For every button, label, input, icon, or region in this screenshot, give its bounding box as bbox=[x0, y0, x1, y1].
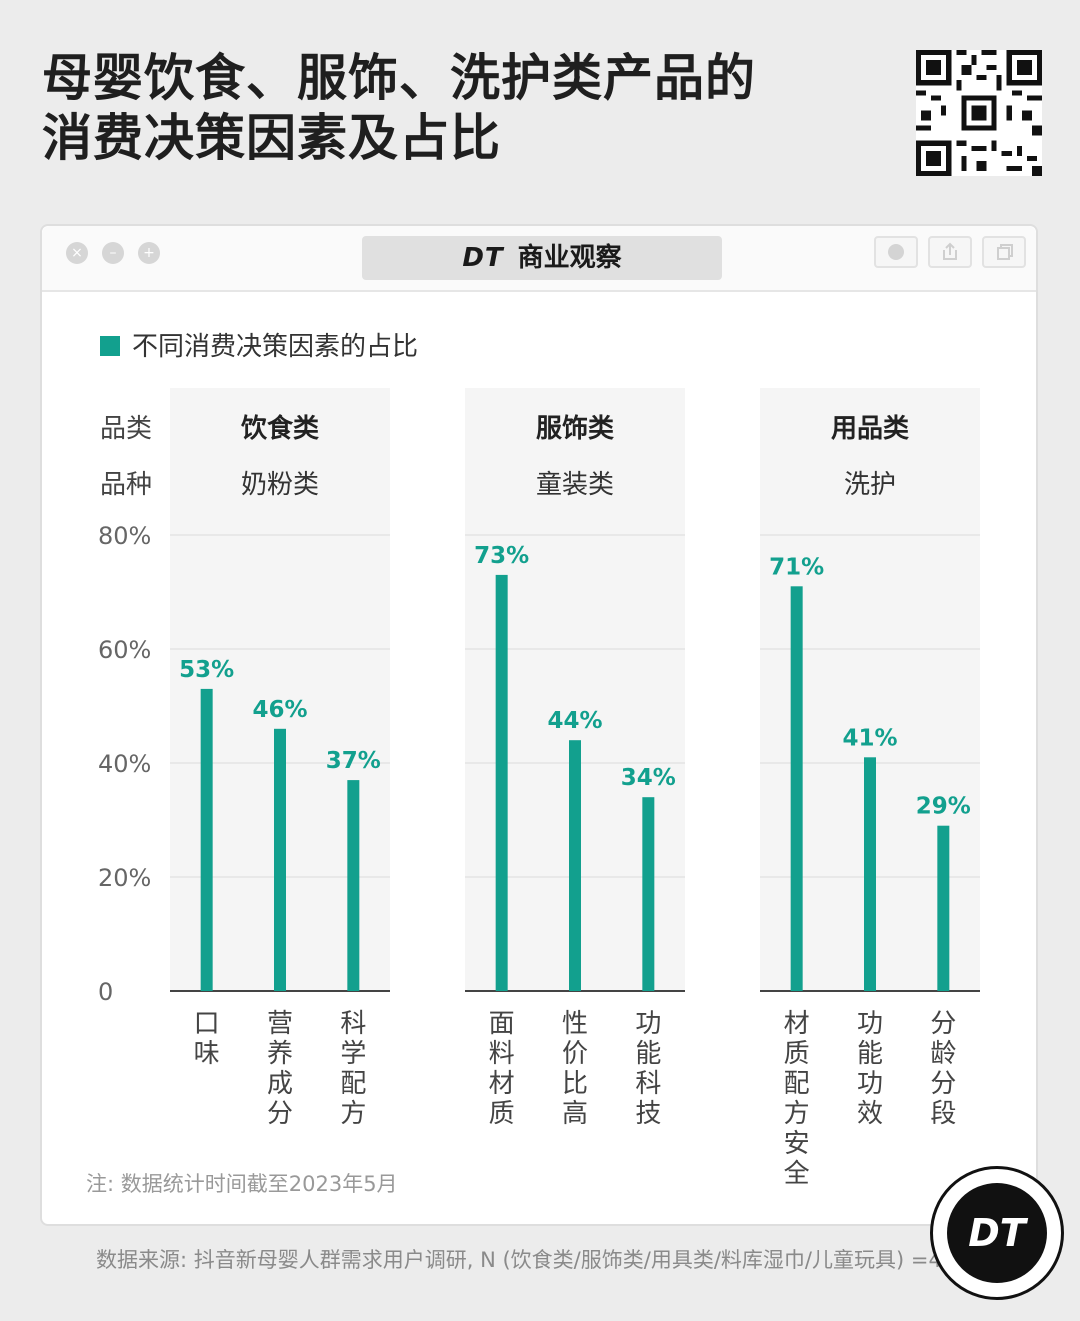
x-tick-char: 功 bbox=[857, 1069, 883, 1099]
x-tick-char: 营 bbox=[267, 1009, 293, 1039]
variety-label: 童装类 bbox=[536, 470, 614, 500]
x-tick-char: 功 bbox=[857, 1009, 883, 1039]
maximize-icon[interactable]: + bbox=[138, 242, 160, 264]
bar bbox=[642, 797, 655, 991]
browser-toolbar: × – + DT 商业观察 bbox=[42, 226, 1036, 292]
x-tick-char: 能 bbox=[857, 1039, 883, 1069]
x-tick-char: 性 bbox=[562, 1009, 588, 1039]
x-tick-char: 科 bbox=[340, 1009, 366, 1039]
footnote: 注: 数据统计时间截至2023年5月 bbox=[86, 1172, 398, 1196]
page-title: 母婴饮食、服饰、洗护类产品的 消费决策因素及占比 bbox=[42, 48, 756, 168]
bar bbox=[200, 688, 213, 991]
y-tick-label: 20% bbox=[98, 864, 151, 892]
page-title-line-2: 消费决策因素及占比 bbox=[42, 109, 501, 167]
share-icon[interactable] bbox=[928, 236, 972, 268]
legend-swatch bbox=[100, 336, 120, 356]
x-tick-char: 学 bbox=[340, 1039, 366, 1069]
y-tick-label: 80% bbox=[98, 522, 151, 550]
bar bbox=[347, 780, 360, 991]
qr-code-icon bbox=[916, 50, 1042, 176]
x-tick-char: 效 bbox=[857, 1099, 883, 1129]
x-tick-label: 分龄分段 bbox=[930, 1009, 956, 1129]
circle-icon[interactable] bbox=[874, 236, 918, 268]
x-tick-char: 材 bbox=[489, 1069, 515, 1099]
x-tick-label: 科学配方 bbox=[340, 1009, 366, 1129]
x-tick-char: 高 bbox=[562, 1099, 588, 1129]
y-tick-label: 0 bbox=[98, 978, 113, 1006]
category-label: 饮食类 bbox=[240, 413, 319, 444]
x-tick-char: 全 bbox=[784, 1159, 810, 1189]
x-tick-char: 能 bbox=[635, 1039, 661, 1069]
category-label: 用品类 bbox=[831, 414, 909, 444]
y-tick-label: 60% bbox=[98, 636, 151, 664]
x-tick-char: 功 bbox=[635, 1009, 661, 1039]
bar-value-label: 29% bbox=[916, 794, 971, 820]
bar bbox=[937, 825, 950, 991]
bar-value-label: 44% bbox=[547, 708, 602, 734]
row-label-variety: 品种 bbox=[100, 470, 152, 500]
x-tick-label: 功能科技 bbox=[635, 1009, 661, 1129]
bar bbox=[790, 586, 803, 991]
y-tick-label: 40% bbox=[98, 750, 151, 778]
x-tick-char: 养 bbox=[267, 1039, 293, 1069]
x-tick-char: 方 bbox=[784, 1099, 810, 1129]
x-tick-char: 材 bbox=[784, 1009, 810, 1039]
bar-value-label: 53% bbox=[179, 657, 234, 683]
dt-logo-badge: DT bbox=[930, 1166, 1064, 1300]
x-tick-label: 面料材质 bbox=[489, 1009, 515, 1129]
x-tick-char: 配 bbox=[340, 1069, 366, 1099]
bar-value-label: 37% bbox=[326, 748, 381, 774]
x-tick-char: 面 bbox=[489, 1009, 515, 1039]
address-bar[interactable]: DT 商业观察 bbox=[362, 236, 722, 280]
x-tick-char: 龄 bbox=[930, 1039, 956, 1069]
close-icon[interactable]: × bbox=[66, 242, 88, 264]
x-tick-label: 营养成分 bbox=[267, 1009, 293, 1129]
x-tick-char: 质 bbox=[784, 1039, 810, 1069]
bar-value-label: 71% bbox=[769, 554, 824, 580]
x-tick-label: 性价比高 bbox=[562, 1009, 588, 1129]
x-tick-char: 分 bbox=[930, 1069, 956, 1099]
bar bbox=[569, 740, 581, 991]
brand-mark: DT bbox=[462, 243, 504, 273]
bar bbox=[864, 757, 876, 991]
x-tick-label: 功能功效 bbox=[857, 1009, 883, 1129]
bar-value-label: 34% bbox=[621, 765, 676, 791]
bar-value-label: 46% bbox=[252, 697, 307, 723]
x-tick-char: 方 bbox=[340, 1099, 366, 1129]
x-tick-label: 材质配方安全 bbox=[784, 1009, 810, 1189]
bar-value-label: 73% bbox=[474, 543, 529, 569]
x-tick-char: 质 bbox=[489, 1099, 515, 1129]
variety-label: 洗护 bbox=[844, 470, 896, 500]
x-tick-char: 价 bbox=[562, 1039, 588, 1069]
variety-label: 奶粉类 bbox=[241, 470, 319, 500]
legend-label: 不同消费决策因素的占比 bbox=[132, 332, 418, 362]
x-tick-char: 料 bbox=[489, 1039, 515, 1069]
x-tick-char: 分 bbox=[930, 1009, 956, 1039]
bar bbox=[495, 574, 508, 991]
x-tick-char: 安 bbox=[784, 1129, 810, 1159]
row-label-category: 品类 bbox=[100, 414, 152, 444]
x-tick-char: 口 bbox=[194, 1009, 220, 1039]
x-tick-char: 味 bbox=[194, 1039, 220, 1069]
bar bbox=[274, 728, 286, 991]
x-tick-char: 技 bbox=[635, 1099, 661, 1129]
page-title-line-1: 母婴饮食、服饰、洗护类产品的 bbox=[42, 49, 756, 107]
x-tick-char: 配 bbox=[784, 1069, 810, 1099]
data-source: 数据来源: 抖音新母婴人群需求用户调研, N (饮食类/服饰类/用具类/料库湿巾… bbox=[96, 1248, 982, 1272]
bar-value-label: 41% bbox=[842, 725, 897, 751]
x-tick-char: 分 bbox=[267, 1099, 293, 1129]
minimize-icon[interactable]: – bbox=[102, 242, 124, 264]
category-label: 服饰类 bbox=[536, 414, 614, 444]
x-tick-label: 口味 bbox=[194, 1009, 220, 1069]
copy-icon[interactable] bbox=[982, 236, 1026, 268]
address-bar-text: 商业观察 bbox=[517, 243, 622, 273]
dt-logo-icon: DT bbox=[947, 1183, 1047, 1283]
x-tick-char: 科 bbox=[635, 1069, 661, 1099]
x-tick-char: 段 bbox=[930, 1099, 956, 1129]
x-tick-char: 成 bbox=[267, 1069, 293, 1099]
x-tick-char: 比 bbox=[562, 1069, 588, 1099]
